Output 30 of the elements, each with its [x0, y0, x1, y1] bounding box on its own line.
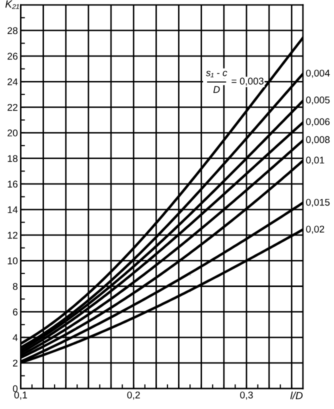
y-tick-label: 0	[12, 385, 18, 392]
y-tick-label: 28	[8, 27, 18, 34]
y-axis-title: K₂₁	[5, 0, 20, 9]
series-label: 0,006	[306, 118, 330, 126]
x-tick-label: 0,3	[240, 392, 253, 400]
x-tick-label: 0,1	[14, 392, 27, 400]
annotation: D	[213, 86, 220, 93]
series-label: 0,02	[306, 226, 324, 234]
y-tick-label: 10	[8, 257, 18, 264]
y-tick-label: 20	[8, 130, 18, 136]
legend-label: = 0,003	[232, 78, 264, 86]
y-tick-label: 6	[13, 308, 18, 316]
y-tick-label: 8	[12, 282, 18, 290]
y-tick-label: 24	[8, 78, 18, 86]
series-label: 0,005	[306, 96, 330, 105]
x-axis-title: l/D	[290, 392, 303, 400]
y-tick-label: 4	[12, 334, 18, 341]
y-tick-label: 16	[8, 180, 18, 188]
series-label: 0,008	[306, 136, 330, 144]
series-label: 0,015	[306, 198, 330, 207]
y-tick-label: 26	[8, 52, 18, 60]
series-label: 0,004	[306, 70, 330, 78]
y-tick-label: 2	[13, 360, 18, 366]
x-tick-label: 0,2	[127, 392, 140, 400]
y-tick-label: 22	[8, 104, 18, 111]
y-tick-label: 14	[8, 206, 18, 214]
y-tick-label: 18	[8, 155, 18, 162]
y-tick-label: 12	[8, 232, 18, 239]
series-label: 0,01	[306, 156, 324, 165]
annotation: s₁ - c	[206, 70, 228, 78]
